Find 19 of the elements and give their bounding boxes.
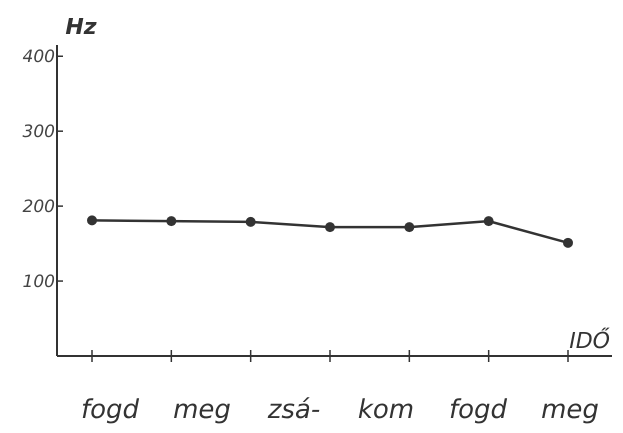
- text: fogd: [448, 395, 508, 425]
- x-axis-title: IDŐ: [569, 327, 611, 354]
- point: [484, 216, 494, 226]
- point: [87, 215, 97, 226]
- point: [563, 238, 573, 248]
- text: meg: [541, 395, 599, 425]
- y-tick-label: 200: [22, 197, 55, 218]
- text: meg: [173, 395, 231, 425]
- y-tick-label: 100: [22, 272, 55, 292]
- y-axis-title: Hz: [65, 15, 97, 40]
- point: [325, 222, 335, 232]
- text: fogd: [80, 395, 140, 425]
- point: [404, 222, 414, 232]
- y-tick-label: 400: [22, 47, 55, 68]
- point: [246, 216, 256, 227]
- y-tick-label: 300: [22, 122, 55, 142]
- text: zsá-: [266, 395, 320, 425]
- point: [166, 216, 176, 226]
- text: kom: [358, 395, 414, 425]
